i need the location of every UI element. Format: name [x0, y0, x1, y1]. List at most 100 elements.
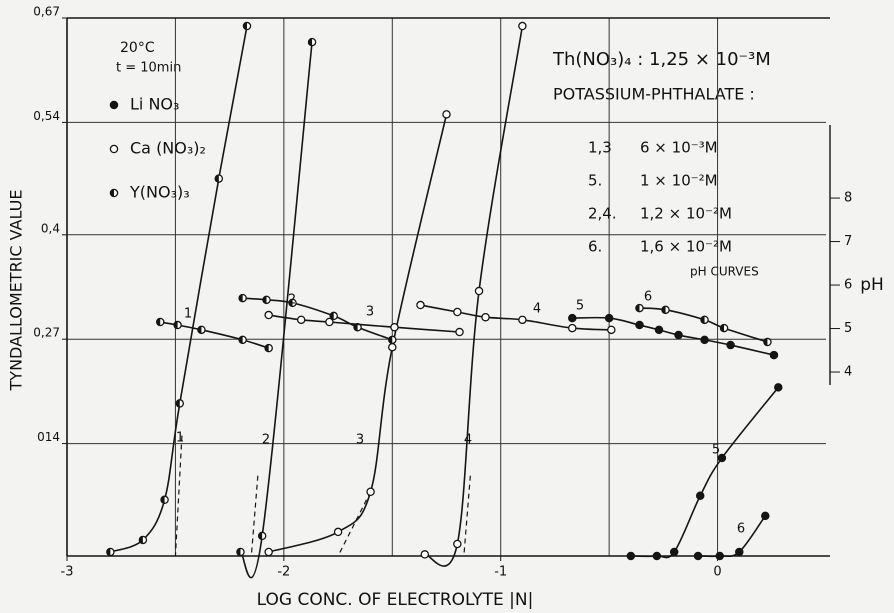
marker — [474, 286, 484, 296]
marker-half — [308, 38, 313, 46]
marker-circle — [715, 551, 724, 561]
marker — [106, 547, 115, 557]
marker — [635, 303, 644, 313]
y-axis-label: TYNDALLOMETRIC VALUE — [7, 190, 26, 392]
y2-tick-label: 6 — [844, 278, 852, 293]
marker-half — [262, 296, 267, 304]
marker — [453, 307, 462, 317]
curve-label: 2 — [288, 293, 296, 308]
marker — [626, 551, 636, 561]
marker-circle — [761, 511, 770, 521]
marker — [735, 547, 744, 557]
marker — [175, 399, 185, 408]
marker — [109, 100, 119, 110]
marker — [455, 327, 464, 337]
x-tick-label: 0 — [713, 565, 721, 580]
curve-label: 4 — [464, 433, 472, 448]
marker — [333, 527, 343, 537]
marker — [264, 547, 273, 557]
marker-circle — [700, 335, 709, 345]
marker-circle — [726, 340, 735, 350]
y-tick-label: 0,54 — [33, 109, 60, 123]
marker — [388, 335, 397, 345]
marker — [652, 551, 662, 561]
curve-label: 3 — [366, 305, 374, 320]
marker — [674, 330, 683, 340]
marker — [296, 315, 306, 325]
series-line — [268, 114, 448, 553]
marker — [442, 110, 451, 119]
x-tick-label: -3 — [61, 565, 74, 580]
marker — [109, 144, 119, 154]
curve-label: 6 — [737, 522, 745, 537]
y2-tick-label: 4 — [844, 365, 852, 380]
marker — [717, 453, 727, 463]
marker-circle — [669, 547, 679, 557]
marker-half — [236, 548, 241, 556]
marker-half — [661, 306, 666, 314]
marker-circle — [333, 527, 343, 537]
legend-label: Y(NO₃)₃ — [129, 183, 190, 202]
marker-half — [388, 336, 393, 344]
marker-circle — [481, 312, 490, 322]
curve-label: 4 — [533, 302, 541, 317]
marker-circle — [416, 300, 425, 310]
marker — [197, 325, 206, 335]
solution-conc: 6 × 10⁻³M — [640, 139, 718, 157]
marker-half — [258, 532, 263, 540]
marker-half — [763, 338, 768, 346]
extrapolation-line — [463, 475, 471, 557]
marker-half — [353, 323, 358, 331]
marker — [236, 547, 245, 557]
marker — [761, 511, 770, 521]
legend-label: Li NO₃ — [130, 95, 179, 114]
series-line — [239, 42, 313, 579]
marker — [635, 320, 644, 330]
marker-half — [288, 299, 293, 307]
marker — [669, 547, 679, 557]
marker — [264, 343, 273, 353]
marker — [695, 491, 705, 501]
marker — [173, 320, 182, 330]
marker — [288, 298, 297, 308]
marker — [661, 305, 670, 315]
marker-half — [239, 336, 243, 344]
y2-tick-label: 5 — [844, 321, 852, 336]
marker-circle — [264, 547, 273, 557]
marker — [242, 21, 252, 31]
marker — [453, 539, 462, 549]
marker-circle — [568, 323, 577, 333]
curve-label: 6 — [644, 290, 652, 305]
marker-circle — [455, 327, 464, 337]
marker-circle — [607, 325, 616, 335]
y-tick-label: 0,67 — [33, 5, 60, 19]
marker-half — [700, 316, 705, 324]
curve-label: 3 — [356, 433, 364, 448]
marker-circle — [296, 315, 306, 325]
marker-circle — [774, 383, 783, 392]
marker — [416, 300, 425, 310]
marker — [481, 312, 490, 322]
marker-half — [156, 318, 161, 326]
marker-circle — [695, 491, 705, 501]
marker-circle — [109, 144, 119, 154]
marker-circle — [604, 313, 614, 323]
marker — [238, 335, 247, 345]
x-tick-label: -2 — [277, 565, 290, 580]
y-tick-label: 0,4 — [41, 221, 60, 235]
marker-circle — [442, 110, 451, 119]
marker-circle — [474, 286, 484, 296]
marker-circle — [366, 487, 375, 497]
marker — [700, 315, 709, 325]
solution-conc: 1 × 10⁻²M — [640, 172, 718, 190]
marker — [109, 188, 119, 198]
annotation: Th(NO₃)₄ : 1,25 × 10⁻³M — [552, 49, 771, 70]
marker-half — [110, 189, 114, 197]
marker — [160, 495, 169, 505]
legend-label: Ca (NO₃)₂ — [130, 139, 206, 158]
extrapolation-line — [250, 475, 259, 557]
marker-half — [197, 326, 202, 334]
marker — [238, 293, 247, 303]
marker-half — [243, 22, 247, 30]
marker — [763, 337, 772, 347]
